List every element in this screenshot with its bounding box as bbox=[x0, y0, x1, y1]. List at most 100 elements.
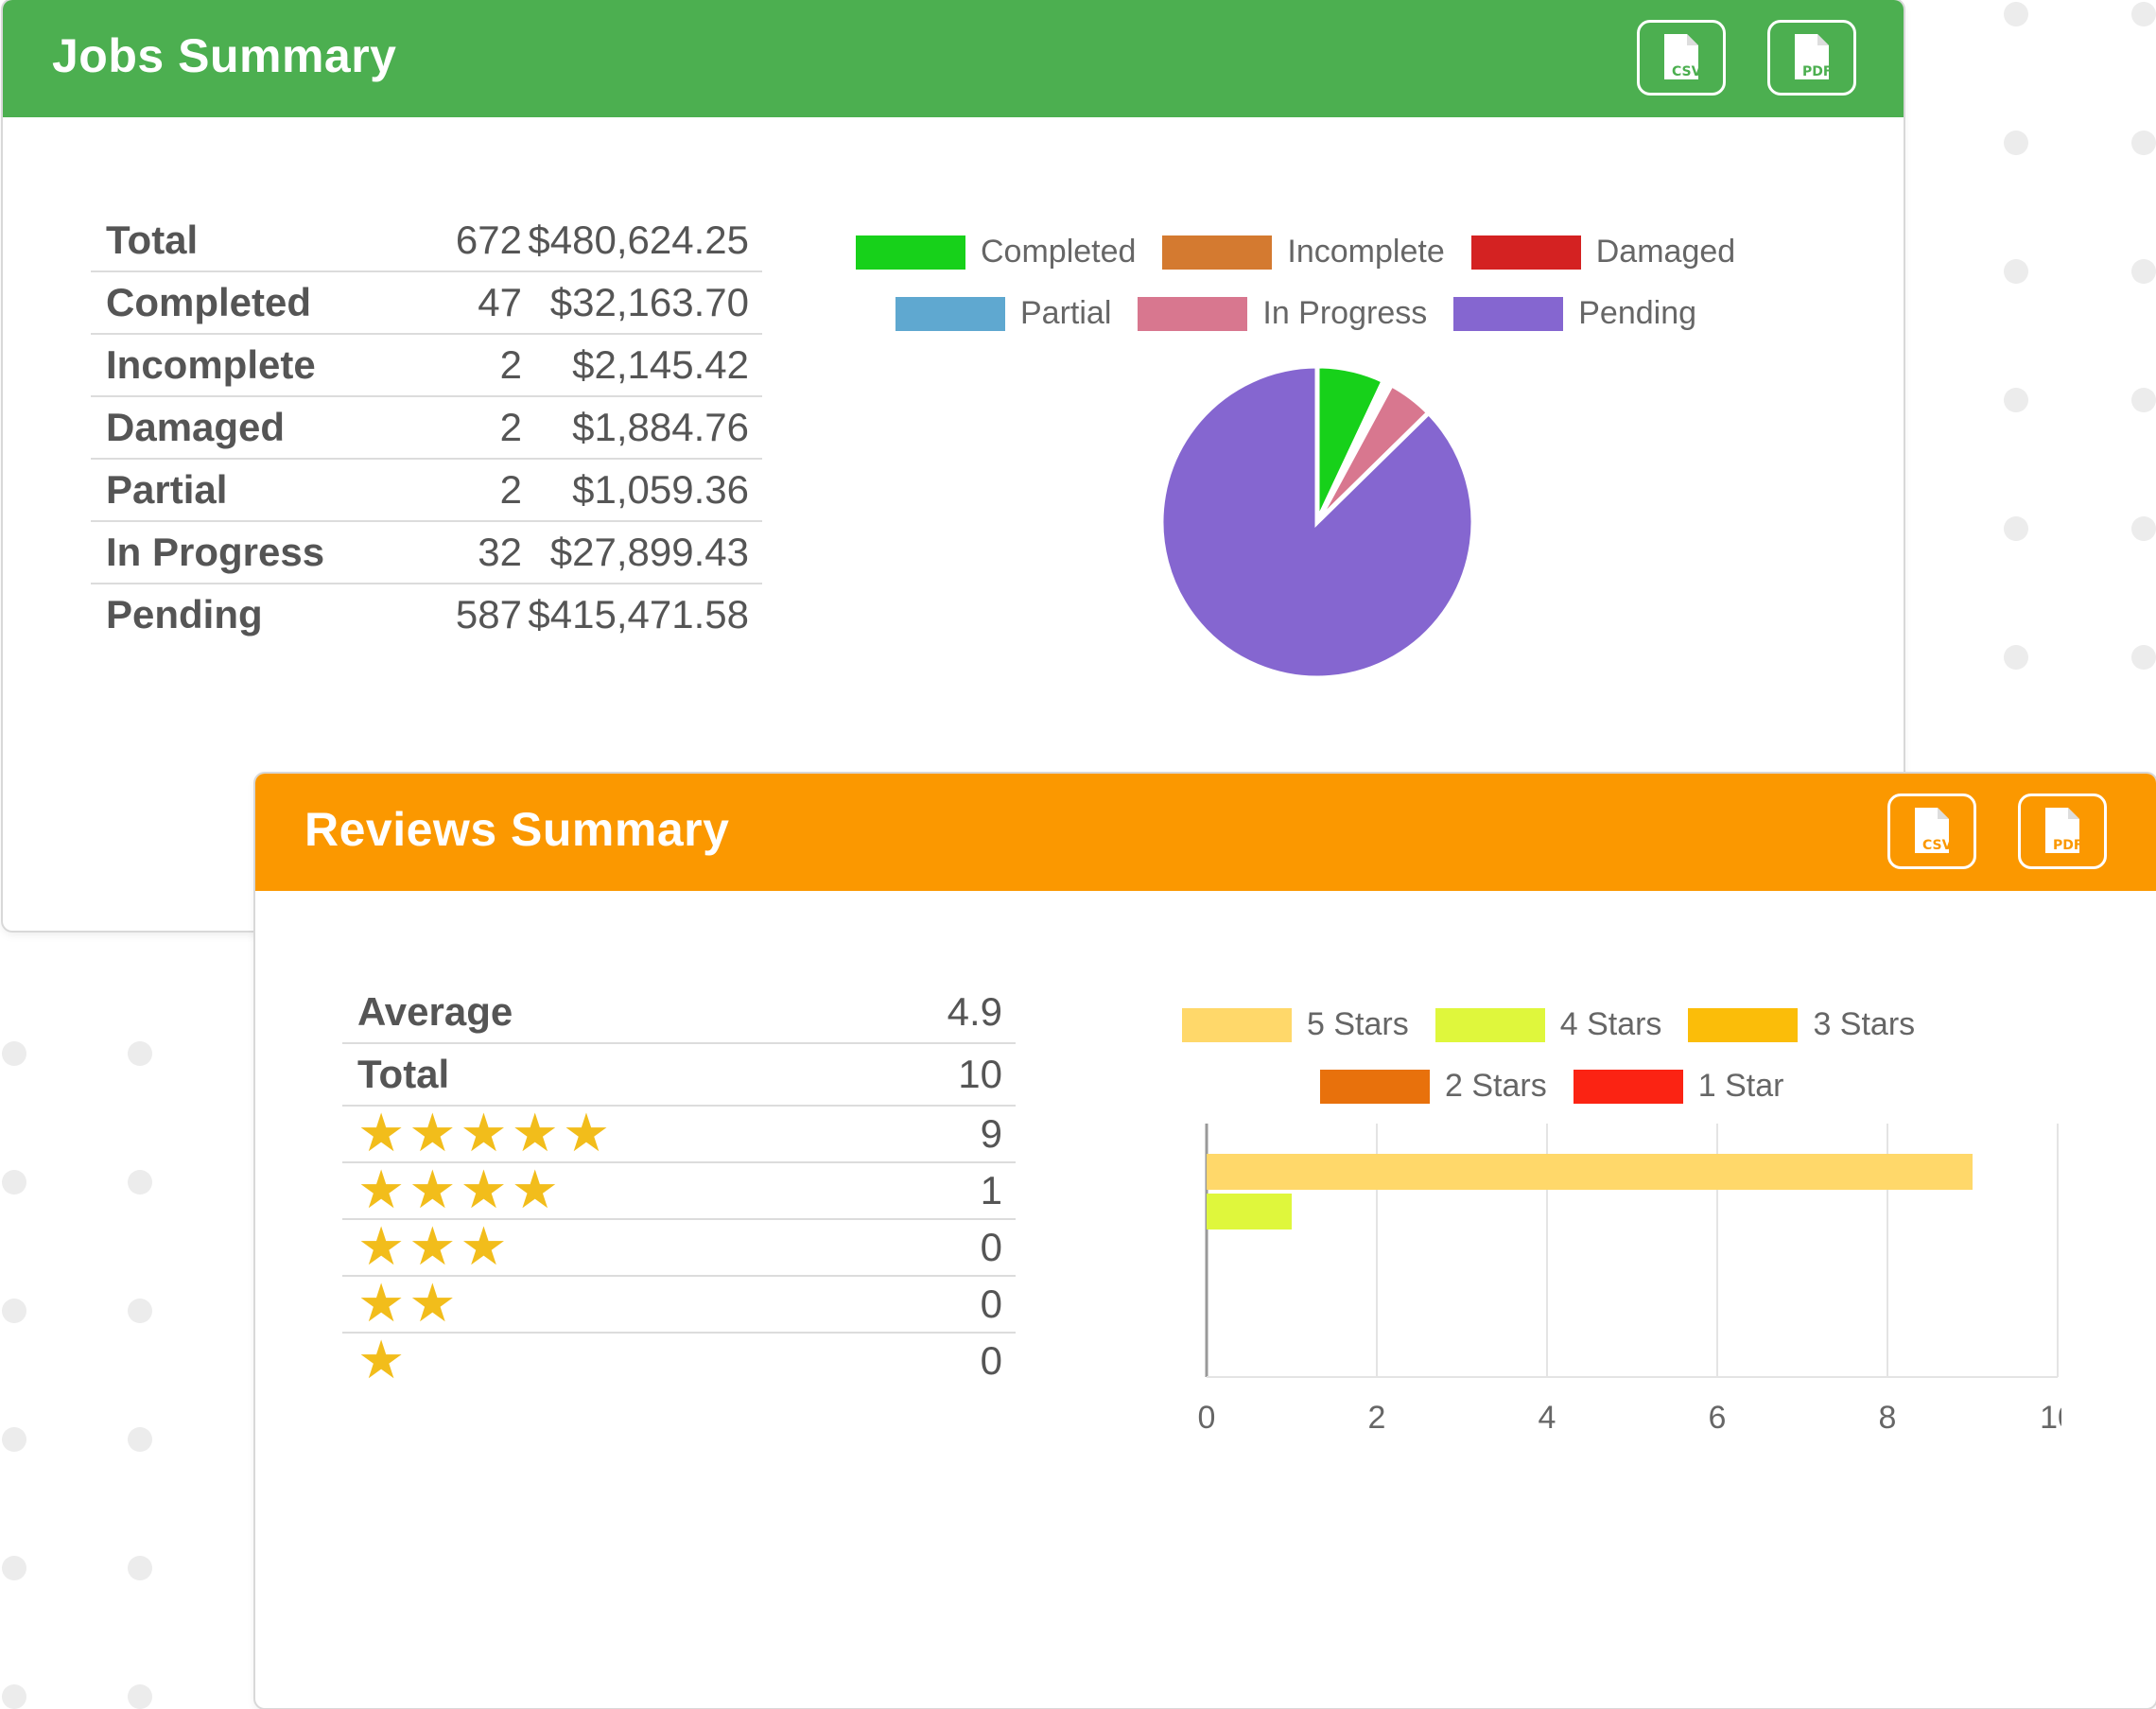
jobs-summary-table: Total 672 $480,624.25 Completed 47 $32,163.70… bbox=[91, 210, 762, 645]
jobs-row-count: 32 bbox=[390, 521, 522, 584]
legend-swatch bbox=[1138, 296, 1248, 331]
star-icon: ★ bbox=[357, 1160, 406, 1221]
jobs-row-count: 2 bbox=[390, 459, 522, 522]
legend-item-in-progress[interactable]: In Progress bbox=[1138, 295, 1427, 332]
x-tick-label: 4 bbox=[1539, 1400, 1556, 1436]
jobs-row-count: 47 bbox=[390, 271, 522, 335]
jobs-row-label: Completed bbox=[91, 271, 390, 335]
jobs-row-count: 672 bbox=[390, 210, 522, 272]
star-icon: ★ bbox=[511, 1103, 559, 1164]
legend-item-pending[interactable]: Pending bbox=[1453, 295, 1696, 332]
jobs-row-amount: $480,624.25 bbox=[522, 210, 762, 272]
star-icon: ★ bbox=[409, 1103, 457, 1164]
star-icon: ★ bbox=[357, 1103, 406, 1164]
jobs-table-row: Pending 587 $415,471.58 bbox=[91, 584, 762, 645]
pie-slice-pending[interactable] bbox=[1158, 363, 1476, 681]
star-count-value: 1 bbox=[879, 1162, 1016, 1220]
jobs-row-label: Total bbox=[91, 210, 390, 272]
reviews-summary-row: Total 10 bbox=[342, 1043, 1016, 1107]
star-rating: ★ bbox=[342, 1334, 880, 1387]
pdf-file-icon: PDF bbox=[1793, 34, 1832, 81]
background-dot bbox=[2131, 131, 2156, 155]
legend-item-damaged[interactable]: Damaged bbox=[1470, 234, 1735, 270]
x-tick-label: 0 bbox=[1198, 1400, 1216, 1436]
background-dot bbox=[2004, 645, 2028, 670]
bar-5-stars[interactable] bbox=[1207, 1154, 1973, 1190]
background-dot bbox=[2131, 388, 2156, 412]
jobs-row-amount: $415,471.58 bbox=[528, 592, 749, 637]
legend-item-5-stars[interactable]: 5 Stars bbox=[1182, 1006, 1409, 1043]
jobs-row-amount: $32,163.70 bbox=[522, 271, 762, 335]
jobs-row-label: Damaged bbox=[91, 396, 390, 460]
background-dot bbox=[2, 1684, 26, 1709]
jobs-row-count: 2 bbox=[390, 396, 522, 460]
x-tick-label: 2 bbox=[1368, 1400, 1386, 1436]
x-tick-label: 8 bbox=[1879, 1400, 1897, 1436]
legend-item-1-star[interactable]: 1 Star bbox=[1573, 1068, 1783, 1105]
jobs-summary-title: Jobs Summary bbox=[52, 29, 397, 82]
legend-swatch bbox=[895, 296, 1005, 331]
legend-swatch bbox=[1320, 1069, 1430, 1104]
jobs-table-row: Partial 2 $1,059.36 bbox=[91, 459, 762, 522]
star-count-value: 0 bbox=[879, 1219, 1016, 1277]
jobs-row-label: Pending bbox=[106, 592, 263, 637]
background-dot bbox=[2131, 645, 2156, 670]
legend-item-4-stars[interactable]: 4 Stars bbox=[1434, 1006, 1661, 1043]
jobs-export-csv-button[interactable]: CSV bbox=[1637, 20, 1726, 96]
jobs-table-row: Damaged 2 $1,884.76 bbox=[91, 396, 762, 460]
star-rating-cell: ★ ★ ★ ★ ★ bbox=[342, 1106, 880, 1163]
jobs-pie-chart bbox=[1158, 363, 1476, 681]
jobs-row-count: 2 bbox=[390, 334, 522, 397]
star-icon: ★ bbox=[357, 1216, 406, 1278]
background-dot bbox=[2004, 516, 2028, 541]
background-dot bbox=[128, 1556, 152, 1580]
background-dot bbox=[2131, 259, 2156, 284]
star-rating: ★ ★ ★ bbox=[342, 1221, 880, 1274]
star-icon: ★ bbox=[357, 1273, 406, 1334]
jobs-summary-header: Jobs Summary CSV PDF bbox=[3, 0, 1904, 117]
star-icon: ★ bbox=[460, 1160, 508, 1221]
csv-file-icon: CSV bbox=[1913, 808, 1952, 855]
jobs-table-row: Total 672 $480,624.25 bbox=[91, 210, 762, 272]
legend-item-partial[interactable]: Partial bbox=[895, 295, 1111, 332]
star-rating: ★ ★ bbox=[342, 1278, 880, 1331]
jobs-row-amount: $1,059.36 bbox=[522, 459, 762, 522]
jobs-legend-row-1: Completed Incomplete Damaged bbox=[856, 234, 1762, 270]
star-icon: ★ bbox=[357, 1330, 406, 1391]
legend-swatch bbox=[1434, 1007, 1545, 1042]
reviews-row-label: Total bbox=[342, 1043, 880, 1107]
jobs-row-amount: $27,899.43 bbox=[522, 521, 762, 584]
reviews-export-pdf-button[interactable]: PDF bbox=[2018, 793, 2107, 869]
legend-item-incomplete[interactable]: Incomplete bbox=[1162, 234, 1445, 270]
reviews-export-csv-button[interactable]: CSV bbox=[1887, 793, 1976, 869]
star-icon: ★ bbox=[409, 1273, 457, 1334]
star-icon: ★ bbox=[409, 1216, 457, 1278]
background-dot bbox=[128, 1041, 152, 1066]
legend-item-2-stars[interactable]: 2 Stars bbox=[1320, 1068, 1547, 1105]
background-dot bbox=[2004, 131, 2028, 155]
jobs-export-pdf-button[interactable]: PDF bbox=[1767, 20, 1856, 96]
star-icon: ★ bbox=[460, 1103, 508, 1164]
x-tick-label: 10 bbox=[2040, 1400, 2061, 1436]
jobs-table-row: In Progress 32 $27,899.43 bbox=[91, 521, 762, 584]
star-rating: ★ ★ ★ ★ ★ bbox=[342, 1107, 880, 1160]
reviews-row-value: 10 bbox=[879, 1043, 1016, 1107]
background-dot bbox=[2, 1427, 26, 1452]
reviews-star-row: ★ 0 bbox=[342, 1333, 1016, 1388]
bar-4-stars[interactable] bbox=[1207, 1194, 1292, 1229]
star-count-value: 0 bbox=[879, 1276, 1016, 1334]
star-icon: ★ bbox=[460, 1216, 508, 1278]
star-icon: ★ bbox=[562, 1103, 611, 1164]
background-dot bbox=[2, 1299, 26, 1323]
background-dot bbox=[2004, 259, 2028, 284]
star-count-value: 9 bbox=[879, 1106, 1016, 1163]
jobs-row-count: 587 bbox=[455, 592, 522, 637]
jobs-row-amount: $1,884.76 bbox=[522, 396, 762, 460]
star-icon: ★ bbox=[511, 1160, 559, 1221]
legend-item-completed[interactable]: Completed bbox=[856, 234, 1136, 270]
jobs-table-row: Completed 47 $32,163.70 bbox=[91, 271, 762, 335]
legend-swatch bbox=[1162, 235, 1273, 270]
star-count-value: 0 bbox=[980, 1338, 1002, 1383]
star-rating-cell: ★ bbox=[342, 1333, 880, 1388]
legend-item-3-stars[interactable]: 3 Stars bbox=[1688, 1006, 1915, 1043]
